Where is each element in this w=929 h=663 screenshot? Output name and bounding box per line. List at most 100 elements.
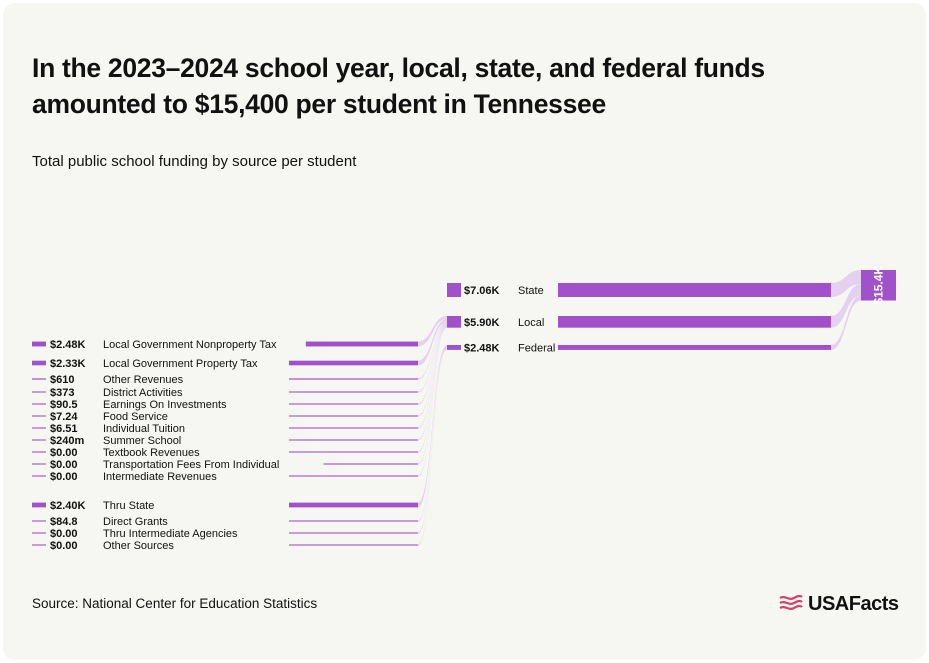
value-label-total: $15.4K: [872, 266, 886, 305]
bar-food-service: [289, 415, 418, 417]
link-direct-grants-to-federal: [418, 347, 447, 522]
bar-direct-grants: [289, 520, 418, 522]
link-state-to-total: [831, 270, 861, 297]
name-label-federal: Federal: [518, 342, 555, 354]
marker-state: [447, 283, 461, 297]
link-federal-to-total: [831, 295, 861, 350]
bar-intermediate-revenues: [289, 475, 418, 477]
link-thru-intermediate-agencies-to-federal: [418, 348, 447, 534]
source-note: Source: National Center for Education St…: [32, 596, 318, 611]
bar-earnings-on-investments: [289, 403, 418, 405]
bar-district-activities: [289, 391, 418, 393]
link-food-service-to-local: [418, 323, 447, 417]
marker-thru-state: [32, 502, 46, 508]
value-label-state: $7.06K: [464, 285, 500, 297]
name-label-summer-school: Summer School: [103, 435, 181, 447]
bar-local: [558, 316, 831, 328]
chart-subtitle: Total public school funding by source pe…: [32, 153, 357, 170]
marker-local-government-nonproperty-tax: [32, 341, 46, 347]
link-thru-state-to-federal: [418, 345, 447, 508]
marker-intermediate-revenues: [32, 475, 46, 477]
marker-other-revenues: [32, 378, 46, 380]
value-label-individual-tuition: $6.51: [50, 423, 78, 435]
bar-individual-tuition: [289, 427, 418, 429]
bar-other-sources: [289, 544, 418, 546]
logo-text: USAFacts: [808, 592, 899, 615]
value-label-direct-grants: $84.8: [50, 516, 78, 528]
bar-thru-intermediate-agencies: [289, 532, 418, 534]
marker-district-activities: [32, 391, 46, 393]
value-label-transportation-fees-from-individual: $0.00: [50, 459, 78, 471]
link-local-government-property-tax-to-local: [418, 318, 447, 366]
link-earnings-on-investments-to-local: [418, 323, 447, 405]
bar-other-revenues: [289, 378, 418, 380]
name-label-thru-state: Thru State: [103, 500, 154, 512]
bar-transportation-fees-from-individual: [323, 463, 418, 465]
name-label-district-activities: District Activities: [103, 387, 183, 399]
marker-transportation-fees-from-individual: [32, 463, 46, 465]
name-label-direct-grants: Direct Grants: [103, 516, 168, 528]
name-label-textbook-revenues: Textbook Revenues: [103, 447, 200, 459]
marker-textbook-revenues: [32, 451, 46, 453]
value-label-thru-intermediate-agencies: $0.00: [50, 528, 78, 540]
marker-individual-tuition: [32, 427, 46, 429]
value-label-other-sources: $0.00: [50, 540, 78, 552]
value-label-earnings-on-investments: $90.5: [50, 399, 78, 411]
link-local-government-nonproperty-tax-to-local: [418, 316, 447, 347]
name-label-other-revenues: Other Revenues: [103, 374, 184, 386]
name-label-transportation-fees-from-individual: Transportation Fees From Individual: [103, 459, 279, 471]
link-textbook-revenues-to-local: [418, 325, 447, 453]
marker-earnings-on-investments: [32, 403, 46, 405]
name-label-local-government-nonproperty-tax: Local Government Nonproperty Tax: [103, 339, 277, 351]
link-transportation-fees-from-individual-to-local: [418, 326, 447, 465]
name-label-thru-intermediate-agencies: Thru Intermediate Agencies: [103, 528, 238, 540]
marker-local-government-property-tax: [32, 360, 46, 366]
marker-thru-intermediate-agencies: [32, 532, 46, 534]
bar-textbook-revenues: [289, 451, 418, 453]
value-label-summer-school: $240m: [50, 435, 84, 447]
name-label-food-service: Food Service: [103, 411, 168, 423]
marker-local: [447, 316, 461, 328]
value-label-food-service: $7.24: [50, 411, 78, 423]
name-label-local-government-property-tax: Local Government Property Tax: [103, 358, 258, 370]
value-label-textbook-revenues: $0.00: [50, 447, 78, 459]
marker-direct-grants: [32, 520, 46, 522]
bar-total: [861, 270, 896, 301]
usafacts-logo: USAFacts: [778, 590, 899, 618]
value-label-intermediate-revenues: $0.00: [50, 471, 78, 483]
bar-state: [558, 283, 831, 297]
value-label-district-activities: $373: [50, 387, 74, 399]
name-label-other-sources: Other Sources: [103, 540, 174, 552]
name-label-intermediate-revenues: Intermediate Revenues: [103, 471, 217, 483]
link-district-activities-to-local: [418, 322, 447, 393]
name-label-state: State: [518, 285, 544, 297]
marker-federal: [447, 345, 461, 350]
flag-icon: [779, 594, 803, 610]
value-label-thru-state: $2.40K: [50, 500, 86, 512]
value-label-local: $5.90K: [464, 317, 500, 329]
link-local-to-total: [831, 283, 861, 328]
marker-food-service: [32, 415, 46, 417]
marker-other-sources: [32, 544, 46, 546]
link-other-sources-to-federal: [418, 349, 447, 546]
name-label-local: Local: [518, 317, 544, 329]
link-summer-school-to-local: [418, 325, 447, 441]
name-label-earnings-on-investments: Earnings On Investments: [103, 399, 227, 411]
link-intermediate-revenues-to-local: [418, 327, 447, 477]
link-individual-tuition-to-local: [418, 324, 447, 429]
value-label-local-government-property-tax: $2.33K: [50, 358, 86, 370]
name-label-individual-tuition: Individual Tuition: [103, 423, 185, 435]
value-label-federal: $2.48K: [464, 342, 500, 354]
bar-local-government-property-tax: [289, 360, 418, 366]
chart-title: In the 2023–2024 school year, local, sta…: [32, 53, 765, 119]
marker-summer-school: [32, 439, 46, 441]
bar-local-government-nonproperty-tax: [305, 341, 418, 347]
chart-card: [3, 3, 926, 660]
bar-summer-school: [289, 439, 418, 441]
value-label-other-revenues: $610: [50, 374, 74, 386]
value-label-local-government-nonproperty-tax: $2.48K: [50, 339, 86, 351]
bar-federal: [558, 345, 831, 350]
bar-thru-state: [289, 502, 418, 508]
link-other-revenues-to-local: [418, 321, 447, 380]
